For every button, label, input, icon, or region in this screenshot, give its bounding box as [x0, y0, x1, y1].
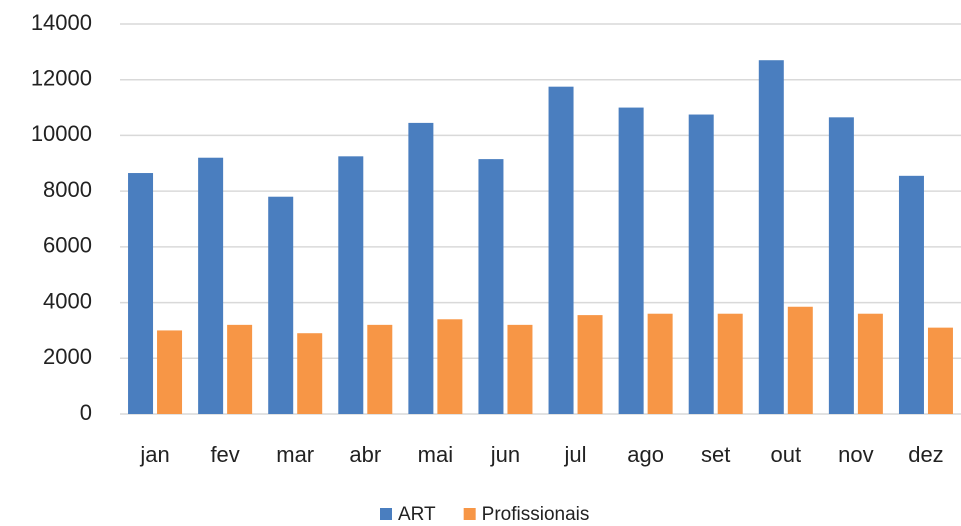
y-tick-label: 0 — [80, 400, 92, 425]
y-tick-label: 12000 — [31, 66, 92, 91]
bar — [507, 324, 533, 414]
bar — [297, 333, 323, 414]
bar — [857, 313, 883, 414]
bar — [898, 175, 924, 414]
bar — [338, 156, 364, 415]
bar — [927, 327, 953, 414]
bar — [367, 324, 393, 414]
bar — [548, 86, 574, 414]
bar — [408, 122, 434, 415]
bar — [128, 173, 154, 414]
bar — [227, 324, 253, 414]
x-tick-label: abr — [349, 442, 381, 467]
bar — [577, 315, 603, 414]
bar — [688, 114, 714, 415]
bar — [758, 60, 784, 414]
bar — [198, 157, 224, 414]
y-tick-label: 6000 — [43, 233, 92, 258]
bar — [828, 117, 854, 415]
legend-swatch — [463, 508, 476, 520]
y-tick-label: 14000 — [31, 10, 92, 35]
x-tick-label: jul — [564, 442, 587, 467]
legend-swatch — [380, 508, 392, 520]
y-tick-label: 2000 — [43, 344, 92, 369]
y-tick-label: 8000 — [43, 177, 92, 202]
x-tick-label: out — [770, 442, 801, 467]
bar — [647, 313, 673, 414]
x-tick-label: ago — [627, 442, 664, 467]
legend-label: Profissionais — [482, 504, 590, 525]
x-tick-label: mai — [418, 442, 453, 467]
x-tick-label: jun — [490, 442, 520, 467]
bar — [157, 330, 183, 414]
x-tick-label: dez — [908, 442, 943, 467]
bar — [268, 196, 294, 414]
y-tick-label: 4000 — [43, 288, 92, 313]
x-tick-label: mar — [276, 442, 314, 467]
x-tick-label: fev — [210, 442, 239, 467]
bar — [478, 159, 504, 414]
bar — [437, 319, 463, 414]
y-tick-label: 10000 — [31, 121, 92, 146]
bar — [618, 107, 644, 415]
x-tick-label: set — [701, 442, 730, 467]
bar — [717, 313, 743, 414]
legend-label: ART — [398, 504, 436, 525]
x-tick-label: nov — [838, 442, 873, 467]
x-tick-label: jan — [139, 442, 169, 467]
bar — [787, 306, 813, 414]
